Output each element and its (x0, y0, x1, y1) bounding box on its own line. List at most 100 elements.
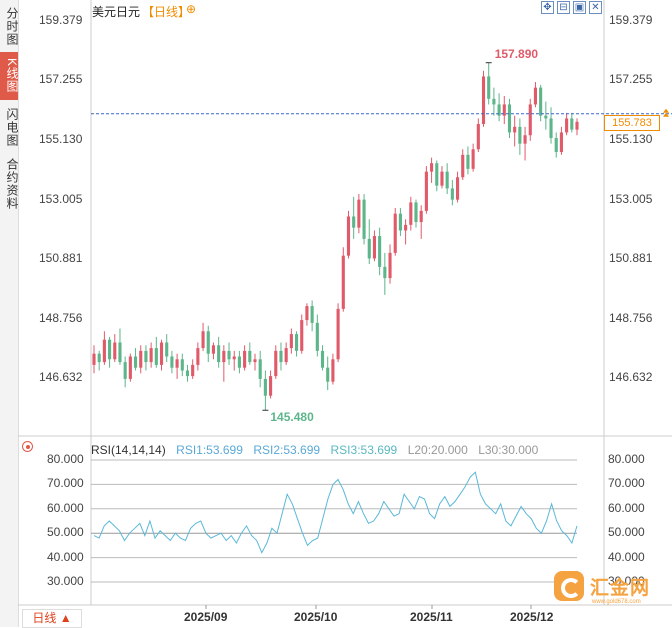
timeframe-select-button[interactable]: 日线 ▲ (22, 609, 82, 628)
rsi3-value: RSI3:53.699 (330, 443, 398, 457)
candle-body (398, 213, 402, 231)
candle-body (92, 353, 96, 365)
candle-body (409, 202, 413, 225)
current-price-label: 155.783 (604, 114, 660, 131)
candle-body (445, 171, 449, 189)
candle-body (357, 199, 361, 228)
candle-body (196, 348, 200, 365)
candle-body (549, 118, 553, 139)
candle-body (294, 334, 299, 351)
tab-contract-info[interactable]: 合约资料 (5, 158, 19, 210)
candle-body (175, 359, 179, 368)
chart-type-icon[interactable]: ▣ (573, 1, 586, 14)
tab-timeshare[interactable]: 分时图 (5, 6, 19, 46)
candle-body (575, 121, 579, 130)
price-axis-label: 153.005 (39, 191, 83, 206)
price-axis-label: 150.881 (609, 251, 653, 265)
price-axis-label: 150.881 (39, 251, 83, 265)
target-icon[interactable] (22, 441, 33, 452)
candle-body (315, 322, 319, 351)
close-icon[interactable]: ✕ (589, 1, 602, 14)
rsi-axis-label: 50.000 (608, 525, 645, 540)
candle-body (424, 171, 428, 211)
candle-body (149, 348, 153, 363)
candle-body (507, 104, 512, 133)
chart-title: 美元日元 (92, 5, 141, 19)
brand-name: 汇金网 (590, 578, 651, 599)
price-axis-label: 153.005 (609, 191, 653, 206)
candle-body (565, 118, 569, 133)
candle-body (440, 171, 444, 186)
date-label: 2025/10 (294, 610, 338, 624)
price-axis-label: 155.130 (609, 132, 653, 146)
candle-body (414, 202, 418, 223)
rsi-line (93, 471, 578, 554)
candle-body (284, 348, 288, 363)
candle-body (154, 348, 158, 365)
candle-body (123, 362, 127, 379)
tab-kline[interactable]: K线图 (0, 52, 19, 100)
candle-body (144, 350, 148, 363)
candle-body (378, 236, 382, 267)
candle-body (300, 320, 304, 351)
candle-body (362, 199, 366, 239)
fullscreen-icon[interactable]: ✥ (541, 1, 554, 14)
rsi-legend: RSI(14,14,14) RSI1:53.699 RSI2:53.699 RS… (91, 441, 544, 459)
candle-body (533, 87, 538, 105)
add-icon[interactable]: ⊕ (186, 2, 197, 16)
candle-body (513, 126, 517, 133)
brand-logo: 汇金网 www.gold678.com (554, 571, 666, 611)
rsi-axis-label: 80.000 (47, 452, 84, 466)
candle-body (206, 331, 210, 354)
candle-body (393, 213, 397, 253)
brand-url: www.gold678.com (592, 599, 641, 605)
candle-body (227, 350, 231, 360)
price-axis-label: 146.632 (609, 370, 653, 384)
rsi-l30-value: L30:30.000 (478, 443, 539, 457)
candle-body (544, 115, 548, 119)
tab-flash-chart[interactable]: 闪电图 (5, 107, 19, 147)
candle-body (232, 356, 236, 360)
candle-body (388, 252, 392, 279)
candle-body (539, 87, 543, 116)
candle-body (310, 306, 314, 323)
price-axis-label: 159.379 (609, 13, 653, 27)
rsi-l20-value: L20:20.000 (407, 443, 468, 457)
candle-body (269, 376, 273, 396)
current-price-arrow-icon (663, 108, 669, 113)
candle-body (559, 132, 563, 153)
candle-body (159, 342, 164, 365)
candle-body (419, 210, 423, 223)
candle-body (118, 342, 122, 363)
candle-body (487, 76, 491, 99)
candle-body (320, 350, 325, 368)
high-price-label: 157.890 (494, 46, 539, 61)
candle-body (404, 224, 408, 231)
candle-body (289, 334, 293, 349)
price-axis-label: 157.255 (39, 72, 83, 87)
candle-body (258, 359, 262, 379)
price-axis-label: 157.255 (609, 72, 653, 87)
candle-body (346, 216, 351, 256)
candle-body (455, 177, 460, 200)
rsi-axis-label: 60.000 (47, 500, 84, 515)
candle-body (554, 138, 558, 153)
date-label: 2025/11 (410, 610, 453, 624)
candle-body (352, 216, 356, 228)
price-axis-label: 159.379 (39, 13, 83, 27)
candle-body (211, 345, 216, 354)
timeframe-tag: 【日线】 (142, 5, 191, 19)
candle-body (461, 154, 465, 178)
candle-body (570, 118, 574, 130)
candle-body (185, 370, 190, 377)
zoom-out-icon[interactable]: ⊟ (557, 1, 570, 14)
candle-body (248, 350, 252, 363)
candle-body (502, 104, 506, 116)
date-label: 2025/09 (184, 610, 228, 624)
date-label: 2025/12 (510, 610, 554, 624)
rsi-axis-label: 50.000 (47, 525, 84, 540)
candle-body (497, 104, 501, 116)
candle-body (237, 356, 241, 368)
candle-body (492, 98, 496, 105)
